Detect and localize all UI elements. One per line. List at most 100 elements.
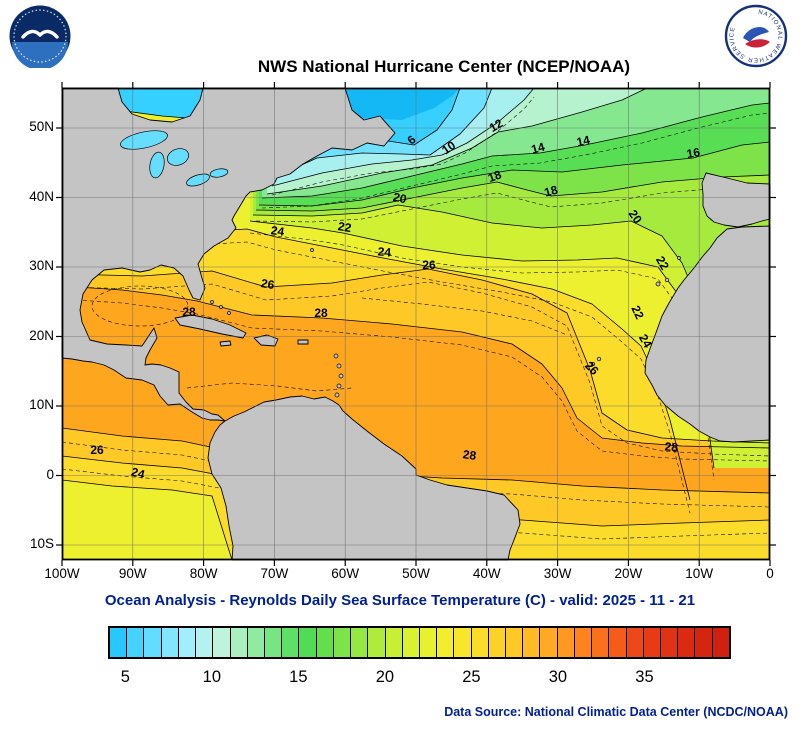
lon-label: 60W [331,566,360,581]
lon-label: 10W [685,566,714,581]
contour-line-dashed [255,185,771,223]
map-caption: Ocean Analysis - Reynolds Daily Sea Surf… [104,592,696,609]
landmass [207,395,521,561]
island [210,300,214,304]
temperature-colorbar [108,626,731,659]
contour-label: 26 [260,276,276,292]
landmass [644,225,771,443]
colorbar-cell [263,628,282,657]
contour-label: 20 [392,190,408,207]
contour-line-dashed [91,285,189,327]
contour-line-dashed [271,96,535,196]
lon-label: 40W [472,566,501,581]
lon-label: 50W [402,566,430,581]
lon-label: 70W [260,566,289,581]
contour-label: 24 [377,244,392,259]
landmass [219,340,232,347]
contour-label: 28 [314,306,328,320]
contour-line-dashed [361,297,568,336]
data-source-credit: Data Source: National Climatic Data Cent… [444,705,788,719]
colorbar-cell [350,628,368,657]
colorbar-cell [660,628,678,657]
colorbar-cell [212,628,230,657]
island [338,373,344,379]
contour-line [61,268,771,444]
colorbar-cell [246,628,264,657]
contour-label: 24 [636,332,655,351]
noaa-seal-sea [12,42,68,70]
colorbar-tick-label: 20 [375,668,395,686]
colorbar-cell [711,628,729,657]
contour-line-dashed [261,112,771,209]
contour-line [61,479,233,561]
lat-label: 10S [29,536,54,551]
landmass [174,314,247,339]
lake [166,148,190,166]
colorbar-cell [453,628,471,657]
colorbar-cell [418,628,437,657]
colorbar-cell [470,628,488,657]
contour-line-dashed [61,241,691,514]
colorbar-cell [315,628,333,657]
colorbar-cell [110,628,127,657]
colorbar-tick-label: 25 [462,668,481,686]
lat-label: 0 [46,466,54,482]
lon-label: 20W [614,566,643,581]
landmass [297,339,309,345]
lat-label: 50N [29,119,54,134]
seagull-icon [21,29,59,39]
noaa-ring-text-icon [13,9,67,63]
contour-label: 26 [90,443,104,457]
colorbar-tick-label: 35 [635,668,654,686]
lon-label: 100W [44,566,80,581]
contour-line [266,87,648,195]
island [227,311,231,315]
nws-seal: NATIONAL WEATHER SERVICE [724,4,788,68]
contour-label: 26 [422,258,436,272]
island [219,305,223,309]
contour-label: 28 [182,305,196,319]
colorbar-cell [608,628,626,657]
contour-label: 18 [543,183,560,200]
page-title: NWS National Hurricane Center (NCEP/NOAA… [257,57,631,76]
colorbar-cell [229,628,247,657]
colorbar-cell [625,628,643,657]
contour-label: 14 [530,140,547,157]
island [664,277,670,283]
colorbar-cell [436,628,454,657]
contour-label: 28 [664,439,679,454]
lon-label: 30W [543,566,572,581]
island [333,353,339,359]
contour-line-dashed [61,281,771,457]
colorbar-cell [177,628,196,657]
contour-line-dashed [186,382,353,392]
contour-label: 22 [653,254,672,273]
island [336,363,342,369]
noaa-logo [8,4,72,70]
map-frame [61,87,771,561]
noaa-seal [9,5,71,70]
sst-band [62,480,232,560]
colorbar-cell [126,628,144,657]
colorbar-cell [401,628,419,657]
lon-label: 90W [118,566,147,581]
landmass [701,172,771,228]
colorbar-cell [591,628,609,657]
colorbar-cell [332,628,351,657]
colorbar-cell [367,628,385,657]
landmass [253,334,279,347]
sst-map-area: 6 10 12 14 14 16 18 18 20 20 22 22 22 24 24 24 26 26 26 28 2… [29,82,776,581]
colorbar-cell [642,628,660,657]
island [336,383,342,389]
nws-logo: NATIONAL WEATHER SERVICE [724,4,788,68]
lon-label: 80W [189,566,218,581]
colorbar-cell [677,628,695,657]
island [596,356,602,362]
colorbar-cell [694,628,712,657]
lake [209,168,229,178]
contour-label: 14 [575,133,591,150]
island [590,361,596,367]
contour-label: 18 [486,167,504,185]
colorbar-tick-label: 5 [120,668,130,686]
